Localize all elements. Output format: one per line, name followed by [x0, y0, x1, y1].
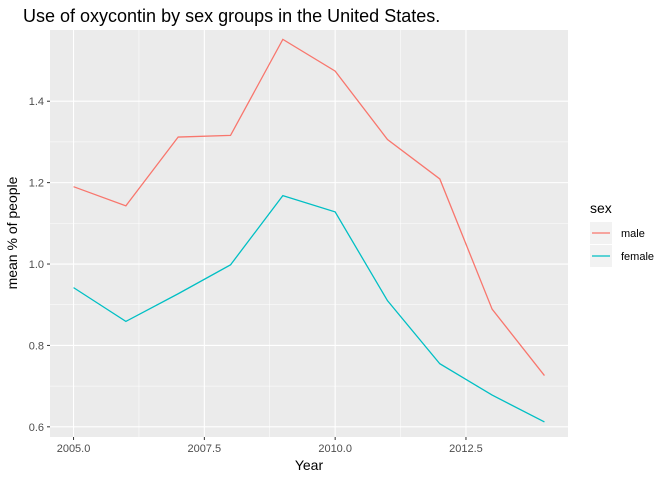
legend-label-male: male — [621, 228, 645, 240]
y-axis-title: mean % of people — [4, 176, 20, 289]
x-axis: 2005.0 2007.5 2010.0 2012.5 — [57, 437, 483, 455]
series-layer — [73, 38, 545, 423]
legend-title: sex — [590, 200, 612, 216]
plot-panel — [50, 30, 568, 437]
y-tick-label: 0.6 — [29, 422, 44, 434]
y-tick-label: 1.0 — [29, 259, 44, 271]
x-tick-label: 2005.0 — [57, 443, 91, 455]
y-tick-label: 1.4 — [29, 96, 44, 108]
grid-minor — [50, 30, 568, 437]
x-tick-label: 2007.5 — [188, 443, 222, 455]
legend: sex male female — [590, 200, 654, 267]
y-tick-label: 1.2 — [29, 178, 44, 190]
y-axis: 0.6 0.8 1.0 1.2 1.4 — [29, 96, 50, 434]
x-tick-label: 2010.0 — [318, 443, 352, 455]
legend-label-female: female — [621, 251, 654, 263]
series-line-male — [73, 38, 545, 376]
grid-major — [50, 30, 568, 437]
y-tick-label: 0.8 — [29, 340, 44, 352]
series-line-female — [73, 194, 545, 423]
x-axis-title: Year — [295, 457, 324, 473]
x-tick-label: 2012.5 — [449, 443, 483, 455]
chart-title: Use of oxycontin by sex groups in the Un… — [23, 6, 440, 26]
